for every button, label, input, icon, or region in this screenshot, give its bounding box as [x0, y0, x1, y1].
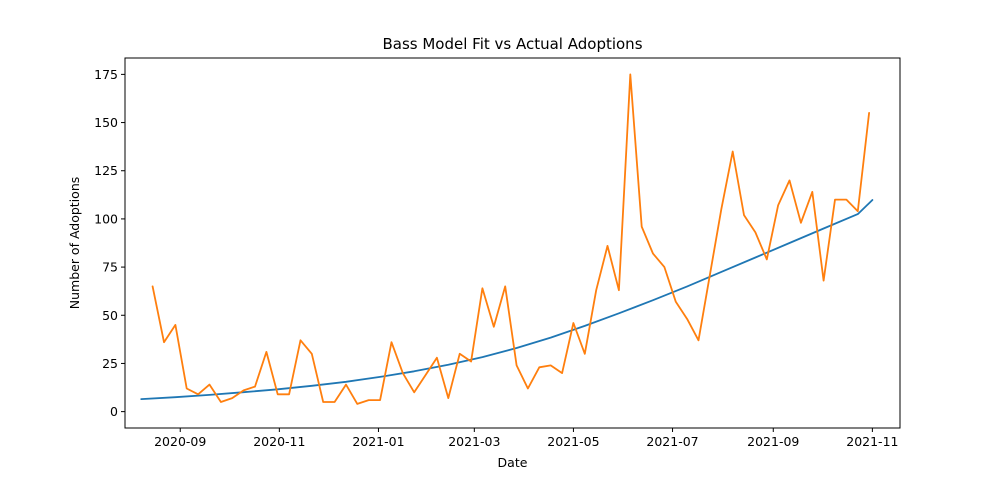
y-tick-label: 175	[94, 67, 118, 82]
y-tick-label: 100	[94, 211, 118, 226]
actual-adoptions-line	[151, 73, 870, 405]
bass-model-fit-line	[140, 199, 874, 401]
y-tick-label: 75	[102, 260, 118, 275]
x-tick-label: 2021-11	[846, 434, 898, 449]
x-tick-label: 2021-07	[646, 434, 698, 449]
x-tick-label: 2021-01	[352, 434, 404, 449]
y-axis-label: Number of Adoptions	[67, 177, 82, 310]
y-tick-label: 125	[94, 163, 118, 178]
y-tick-label: 25	[102, 356, 118, 371]
plot-frame	[124, 57, 901, 429]
x-tick-label: 2021-03	[448, 434, 500, 449]
y-tick-label: 0	[110, 404, 118, 419]
x-tick-label: 2020-11	[253, 434, 305, 449]
x-axis-label: Date	[498, 455, 528, 470]
y-tick-label: 50	[102, 308, 118, 323]
y-tick-label: 150	[94, 115, 118, 130]
series-lines	[140, 73, 874, 405]
axis-ticks: 2020-09 2020-11 2021-01 2021-03 2021-05 2021-…	[94, 67, 898, 449]
x-tick-label: 2020-09	[154, 434, 206, 449]
chart-title: Bass Model Fit vs Actual Adoptions	[382, 35, 642, 53]
x-tick-label: 2021-09	[747, 434, 799, 449]
x-tick-label: 2021-05	[547, 434, 599, 449]
